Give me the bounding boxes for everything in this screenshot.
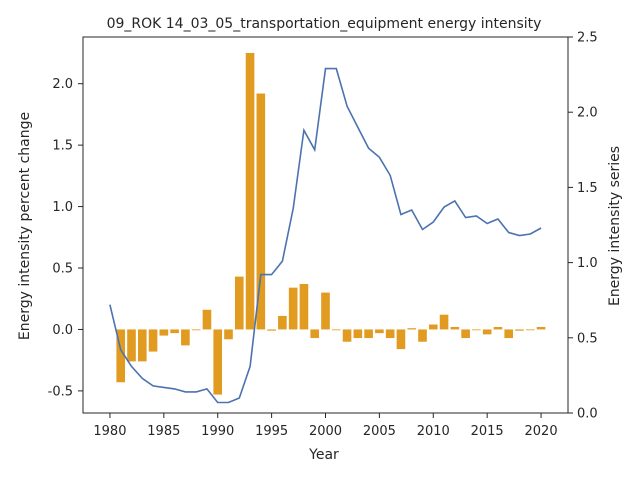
bar-2008	[407, 328, 417, 330]
bar-2004	[364, 329, 373, 339]
y-left-tick-label: 2.0	[52, 77, 73, 92]
bar-2015	[482, 329, 492, 335]
x-tick-label: 2015	[471, 424, 504, 439]
y-left-tick-label: 1.5	[52, 139, 73, 154]
y-left-tick-label: -0.5	[48, 384, 73, 399]
bar-series	[116, 52, 546, 395]
bar-1995	[267, 329, 276, 331]
bar-1992	[234, 276, 244, 330]
bar-1997	[288, 287, 298, 330]
x-axis: 1980 1985 1990 1995 2000 2005 2010 2015 2020	[93, 413, 558, 439]
bar-1984	[148, 329, 158, 352]
y-axis-left-label: Energy intensity percent change	[17, 112, 33, 340]
y-right-tick-label: 2.5	[577, 31, 598, 46]
y-right-tick-label: 1.0	[577, 256, 598, 271]
bar-2006	[385, 329, 395, 339]
bar-2011	[439, 314, 449, 330]
bar-1985	[159, 329, 169, 336]
bar-1988	[191, 329, 201, 331]
x-tick-label: 2020	[525, 424, 558, 439]
bar-2016	[493, 326, 503, 330]
bar-2007	[396, 329, 406, 350]
bar-2014	[472, 329, 481, 331]
bar-2003	[353, 329, 363, 339]
bar-2000	[321, 292, 330, 330]
x-tick-label: 1985	[147, 424, 180, 439]
chart-title: 09_ROK 14_03_05_transportation_equipment…	[107, 16, 542, 32]
y-right-tick-label: 0.0	[577, 407, 598, 422]
bar-1987	[181, 329, 190, 346]
bar-1982	[127, 329, 136, 362]
bar-2005	[375, 329, 384, 334]
y-axis-right: 0.0 0.5 1.0 1.5 2.0 2.5	[568, 31, 598, 422]
bar-1994	[256, 93, 266, 330]
bar-2013	[461, 329, 470, 339]
x-tick-label: 1995	[255, 424, 288, 439]
y-left-tick-label: 0.5	[52, 262, 73, 277]
y-right-tick-label: 0.5	[577, 331, 598, 346]
y-left-tick-label: 0.0	[52, 323, 73, 338]
x-tick-label: 2005	[363, 424, 396, 439]
x-tick-label: 2000	[309, 424, 342, 439]
bar-1991	[224, 329, 233, 340]
bar-2012	[450, 326, 460, 330]
bar-1999	[310, 329, 320, 339]
bar-1981	[116, 329, 126, 383]
bar-2020	[536, 326, 546, 330]
bar-1993	[245, 52, 255, 330]
bar-2001	[331, 329, 341, 331]
bar-2017	[504, 329, 514, 339]
bar-1998	[299, 283, 309, 330]
x-tick-label: 1980	[93, 424, 126, 439]
bar-2009	[418, 329, 427, 342]
x-axis-label: Year	[308, 447, 339, 463]
bar-1989	[202, 309, 212, 330]
y-right-tick-label: 2.0	[577, 106, 598, 121]
y-axis-right-label: Energy intensity series	[607, 146, 623, 306]
bar-1986	[170, 329, 179, 334]
energy-intensity-line	[109, 67, 542, 404]
y-right-tick-label: 1.5	[577, 181, 598, 196]
bar-2010	[428, 324, 438, 330]
bar-2019	[525, 329, 535, 331]
x-tick-label: 1990	[201, 424, 234, 439]
bar-2002	[342, 329, 352, 342]
plot-frame	[82, 36, 569, 414]
x-tick-label: 2010	[417, 424, 450, 439]
bar-1996	[278, 315, 287, 330]
bar-1990	[213, 329, 223, 395]
bar-2018	[515, 329, 524, 331]
y-axis-left: -0.5 0.0 0.5 1.0 1.5 2.0	[48, 77, 83, 399]
bar-1983	[137, 329, 147, 362]
y-left-tick-label: 1.0	[52, 200, 73, 215]
